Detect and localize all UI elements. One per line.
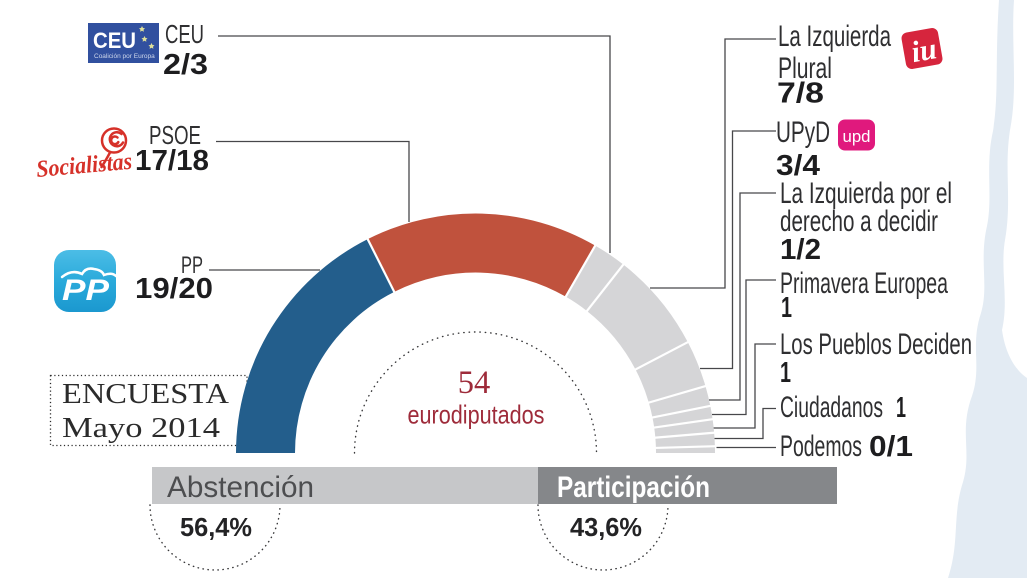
svg-text:1: 1 [780,357,791,389]
svg-text:La Izquierda por el: La Izquierda por el [780,177,952,210]
svg-text:43,6%: 43,6% [570,512,642,542]
svg-text:Participación: Participación [557,471,710,504]
svg-text:Plural: Plural [778,52,832,85]
svg-text:La Izquierda: La Izquierda [778,20,891,53]
svg-text:Mayo 2014: Mayo 2014 [62,413,220,444]
svg-text:1: 1 [781,292,792,324]
svg-text:upd: upd [843,127,871,146]
svg-text:derecho a decidir: derecho a decidir [780,205,938,238]
svg-text:ENCUESTA: ENCUESTA [62,379,230,410]
svg-text:54: 54 [458,365,491,401]
svg-text:1: 1 [896,392,906,424]
svg-text:UPyD: UPyD [776,116,830,149]
svg-text:PP: PP [62,274,110,307]
svg-text:17/18: 17/18 [135,145,209,177]
svg-text:0/1: 0/1 [869,431,913,463]
svg-text:Ciudadanos: Ciudadanos [780,391,883,424]
svg-text:19/20: 19/20 [135,273,213,305]
svg-text:CEU: CEU [93,28,136,53]
svg-text:2/3: 2/3 [163,49,208,81]
svg-text:PSOE: PSOE [149,120,201,150]
svg-text:Los Pueblos Deciden: Los Pueblos Deciden [780,328,972,361]
svg-text:56,4%: 56,4% [180,512,252,542]
svg-text:7/8: 7/8 [777,78,824,110]
svg-text:Primavera Europea: Primavera Europea [780,267,948,300]
svg-text:Socialistas: Socialistas [35,149,133,183]
svg-text:3/4: 3/4 [776,150,820,182]
svg-text:eurodiputados: eurodiputados [408,400,545,430]
svg-text:1/2: 1/2 [780,234,821,266]
svg-text:PP: PP [181,252,203,279]
svg-text:Abstención: Abstención [167,471,314,504]
svg-text:Podemos: Podemos [780,430,862,463]
svg-text:iu: iu [909,32,939,69]
svg-text:CEU: CEU [165,19,204,49]
svg-text:Coalición por Europa: Coalición por Europa [94,53,155,60]
